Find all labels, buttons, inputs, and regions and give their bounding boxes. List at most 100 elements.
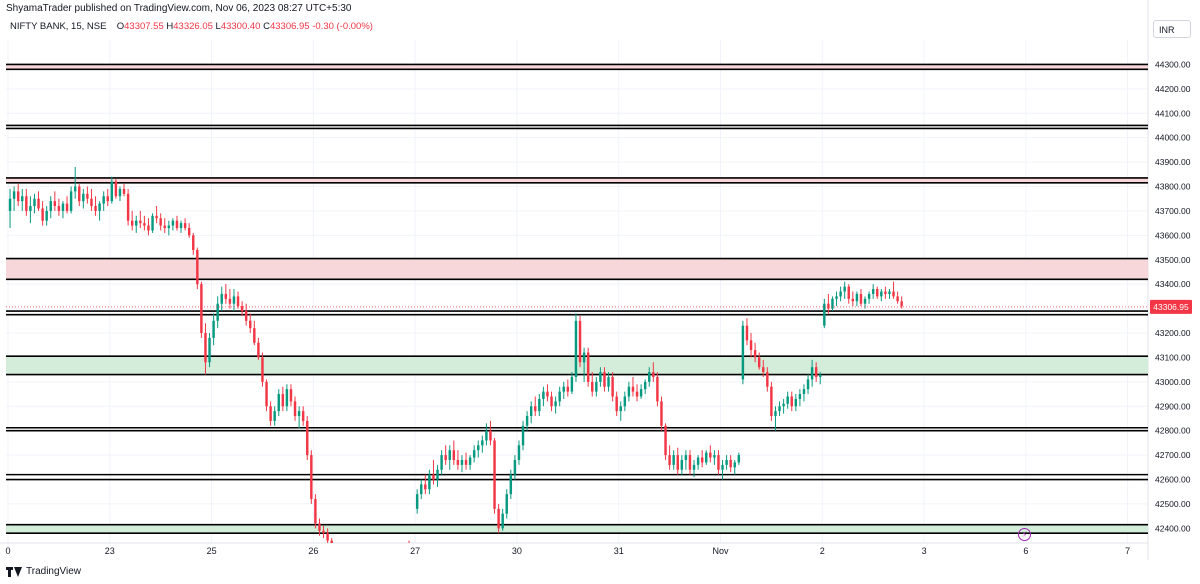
candle-body [591, 381, 594, 392]
candle-body [896, 296, 899, 302]
candle-body [900, 301, 903, 307]
candle-body [534, 406, 537, 412]
candle-body [863, 298, 867, 304]
candle-body [12, 191, 16, 199]
candle-body [745, 325, 749, 341]
candle-body [383, 555, 385, 557]
candle-body [396, 548, 398, 553]
candle-body [106, 196, 109, 202]
candle-body [355, 553, 357, 555]
candle-body [318, 523, 321, 531]
currency-button[interactable]: INR [1153, 20, 1191, 38]
y-tick-label: 43100.00 [1155, 352, 1191, 362]
candle-body [464, 459, 468, 465]
candle-body [122, 188, 126, 194]
y-tick-label: 44100.00 [1155, 108, 1191, 118]
candle-body [351, 553, 353, 555]
candle-body [721, 464, 724, 470]
candle-body [468, 457, 472, 465]
level-lines [6, 63, 1148, 535]
candle-body [501, 513, 504, 529]
x-tick-label: 0 [5, 546, 10, 556]
candle-body [599, 372, 602, 382]
candle-body [884, 291, 887, 294]
candle-body [78, 186, 81, 202]
candle-body [790, 396, 793, 407]
candle-body [749, 340, 753, 351]
candle-body [705, 452, 708, 463]
candle-body [635, 391, 639, 397]
candle-body [143, 223, 146, 226]
candle-body [574, 320, 578, 377]
y-tick-label: 43700.00 [1155, 206, 1191, 216]
candle-body [98, 203, 101, 211]
candle-body [175, 220, 179, 229]
price-axis[interactable]: 42400.00 42500.00 42600.00 42700.00 42800.00… [1155, 59, 1191, 533]
candle-body [871, 289, 875, 294]
candle-body [183, 223, 187, 229]
lightning-icon[interactable]: ⚡ [1018, 528, 1031, 541]
candle-body [73, 186, 77, 192]
candle-body [806, 379, 810, 390]
candle-body [126, 193, 130, 221]
candle-body [163, 225, 166, 229]
last-price-marker: 43306.95 [6, 299, 1192, 314]
last-price-label: 43306.95 [1153, 302, 1189, 312]
candle-body [53, 201, 57, 207]
supply-zone [6, 177, 1148, 183]
y-tick-label: 42500.00 [1155, 499, 1191, 509]
candle-body [179, 223, 183, 229]
candle-body [285, 389, 289, 407]
candle-body [566, 386, 570, 392]
candle-body [392, 548, 394, 553]
candle-body [725, 459, 728, 465]
candle-body [582, 352, 586, 363]
candle-body [29, 206, 32, 211]
candle-body [452, 450, 456, 460]
candle-body [774, 411, 777, 417]
candle-body [770, 386, 773, 417]
x-tick-label: 26 [308, 546, 318, 556]
candle-body [428, 474, 431, 490]
candle-body [481, 440, 484, 446]
candle-body [130, 220, 134, 226]
candle-body [603, 372, 606, 387]
x-tick-label: 6 [1023, 546, 1028, 556]
y-tick-label: 43900.00 [1155, 157, 1191, 167]
candle-body [86, 193, 89, 199]
candle-body [371, 555, 373, 557]
time-axis[interactable]: 0 23 25 26 27 30 31 Nov 2 3 6 7 [5, 546, 1130, 556]
candle-body [61, 203, 65, 211]
candle-body [692, 464, 696, 470]
candle-body [277, 394, 280, 412]
candle-body [485, 430, 488, 441]
candle-body [819, 374, 822, 377]
candle-body [656, 376, 659, 402]
x-tick-label: 7 [1125, 546, 1130, 556]
candle-body [220, 293, 223, 304]
candle-body [880, 291, 883, 297]
y-tick-label: 44300.00 [1155, 59, 1191, 69]
candle-body [114, 181, 118, 197]
candle-body [118, 188, 122, 197]
candle-body [888, 291, 891, 294]
open-label: O [116, 21, 125, 32]
publisher-caption: ShyamaTrader published on TradingView.co… [6, 3, 352, 14]
candle-body [301, 411, 305, 421]
candle-body [529, 406, 533, 417]
candle-body [45, 210, 48, 221]
candle-body [664, 425, 667, 456]
candle-body [375, 555, 377, 557]
candle-body [82, 193, 85, 202]
candle-body [404, 545, 406, 550]
candle-body [224, 293, 228, 299]
candle-body [554, 401, 557, 407]
candle-body [786, 396, 789, 404]
candle-body [322, 530, 325, 534]
candle-body [289, 389, 293, 402]
close-label: C [263, 21, 270, 32]
candle-body [810, 367, 814, 380]
y-tick-label: 43200.00 [1155, 328, 1191, 338]
zones [6, 64, 1148, 534]
